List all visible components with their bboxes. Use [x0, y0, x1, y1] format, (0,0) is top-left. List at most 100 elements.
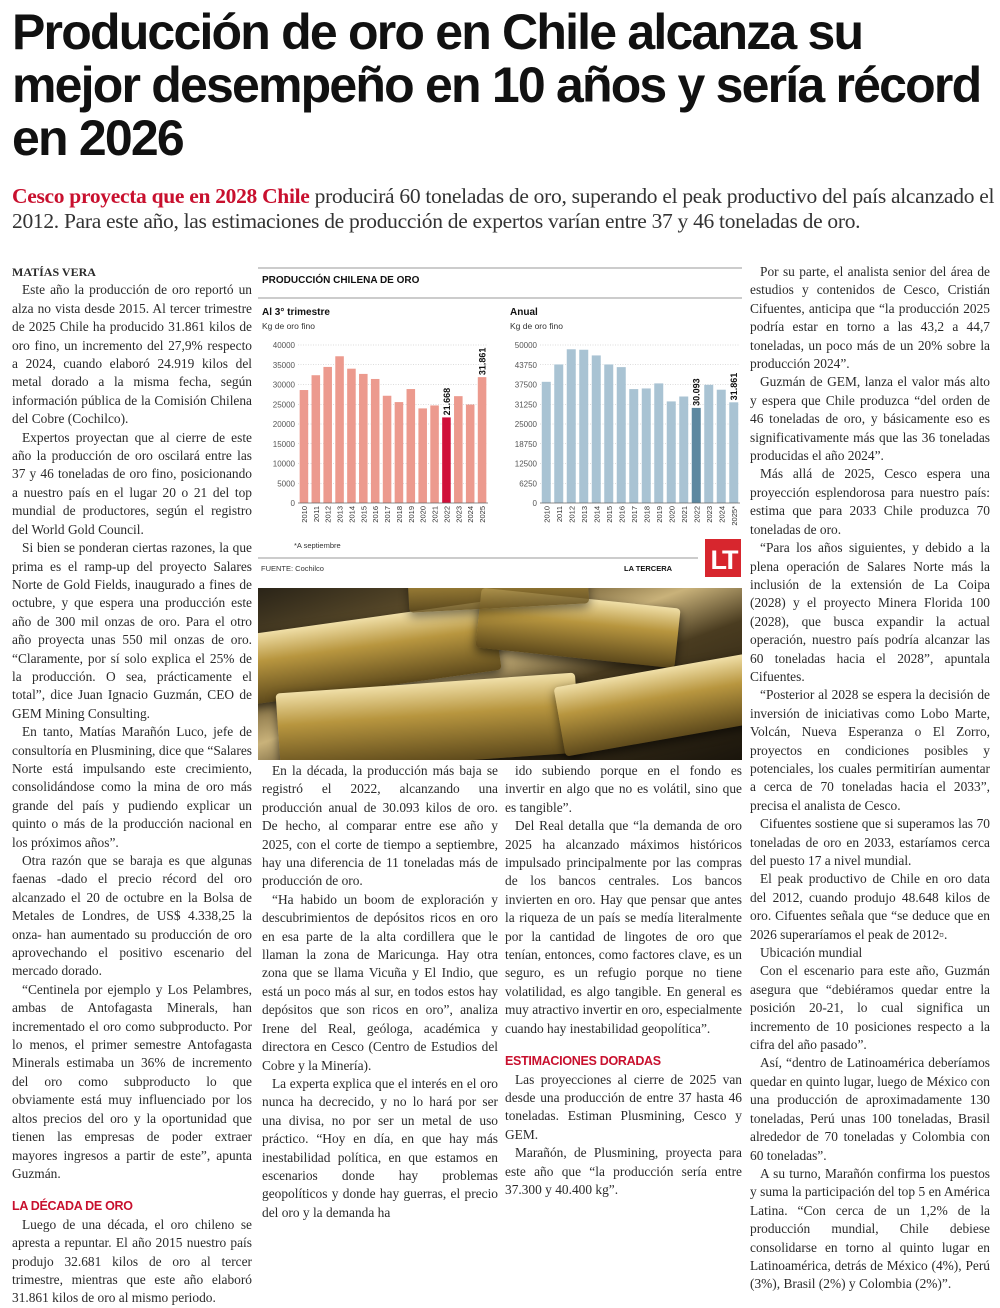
bar-2010 — [541, 381, 551, 503]
paragraph: Así, “dentro de Latinoamérica deberíamos… — [750, 1055, 990, 1163]
subhead-decada: LA DÉCADA DE ORO — [12, 1199, 133, 1214]
bar-2010 — [299, 390, 309, 503]
paragraph: Guzmán de GEM, lanza el valor más alto y… — [750, 374, 990, 464]
bar-2022 — [691, 407, 701, 503]
paragraph: Expertos proyectan que al cierre de este… — [12, 429, 252, 537]
bar-2016 — [370, 378, 380, 503]
la-tercera-logo — [705, 539, 741, 577]
paragraph: “Para los años siguientes, y debido a la… — [750, 540, 990, 684]
bar-2013 — [335, 356, 344, 503]
bar-2023 — [704, 384, 714, 503]
paragraph: Más allá de 2025, Cesco espera una proye… — [750, 466, 990, 537]
paragraph: Si bien se ponderan ciertas razones, la … — [12, 540, 252, 721]
bar-2025* — [729, 402, 739, 503]
y-tick-label: 30000 — [273, 381, 296, 390]
chart-ylabel: Kg de oro fino — [262, 321, 315, 331]
brand-name: LA TERCERA — [624, 564, 673, 573]
paragraph: En tanto, Matías Marañón Luco, jefe de c… — [12, 724, 252, 850]
y-tick-label: 25000 — [515, 420, 538, 429]
x-tick-label: 2021 — [431, 506, 440, 523]
data-label: 30.093 — [692, 378, 702, 406]
x-tick-label: 2024 — [717, 506, 726, 523]
paragraph: Otra razón que se baraja es que algunas … — [12, 853, 252, 979]
source: FUENTE: Cochilco — [261, 564, 324, 573]
y-tick-label: 35000 — [273, 361, 296, 370]
y-tick-label: 43750 — [515, 361, 538, 370]
x-tick-label: 2013 — [336, 506, 345, 523]
bar-2022 — [442, 417, 451, 503]
bar-2023 — [454, 396, 463, 503]
y-tick-label: 0 — [533, 499, 538, 508]
x-tick-label: 2010 — [542, 506, 551, 523]
x-tick-label: 2019 — [655, 506, 664, 523]
column-4: Por su parte, el analista senior del áre… — [750, 263, 990, 1294]
x-tick-label: 2013 — [580, 506, 589, 523]
x-tick-label: 2024 — [466, 506, 475, 523]
y-tick-label: 40000 — [273, 341, 296, 350]
y-tick-label: 0 — [291, 499, 296, 508]
byline: MATÍAS VERA — [12, 265, 96, 279]
paragraph: Del Real detalla que “la demanda de oro … — [505, 818, 742, 1036]
bar-2018 — [641, 388, 651, 503]
paragraph: ido subiendo porque en el fondo es inver… — [505, 763, 742, 815]
x-tick-label: 2018 — [395, 506, 404, 523]
y-tick-label: 12500 — [515, 460, 538, 469]
x-tick-label: 2019 — [407, 506, 416, 523]
y-tick-label: 25000 — [273, 400, 296, 409]
bar-2019 — [406, 389, 416, 503]
bar-2021 — [679, 396, 689, 503]
x-tick-label: 2020 — [419, 506, 428, 523]
x-tick-label: 2023 — [454, 506, 463, 523]
x-tick-label: 2025 — [478, 506, 487, 523]
bar-2012 — [323, 366, 332, 503]
bar-2018 — [394, 402, 404, 503]
x-tick-label: 2015 — [605, 506, 614, 523]
y-tick-label: 18750 — [515, 440, 538, 449]
bar-2017 — [382, 395, 392, 503]
chart-title: Al 3° trimestre — [262, 307, 330, 318]
x-tick-label: 2012 — [324, 506, 333, 523]
paragraph: Con el escenario para este año, Guzmán a… — [750, 963, 990, 1053]
column-2: En la década, la producción más baja se … — [262, 762, 498, 1222]
y-tick-label: 31250 — [515, 400, 538, 409]
x-tick-label: 2018 — [642, 506, 651, 523]
data-label: 31.861 — [729, 373, 739, 401]
x-tick-label: 2020 — [667, 506, 676, 523]
x-tick-label: 2017 — [630, 506, 639, 523]
paragraph: Ubicación mundial — [760, 945, 863, 961]
bar-2020 — [666, 401, 676, 503]
y-tick-label: 50000 — [515, 341, 538, 350]
bar-2017 — [629, 389, 639, 503]
y-tick-label: 37500 — [515, 381, 538, 390]
x-tick-label: 2012 — [567, 506, 576, 523]
gold-bars-photo — [258, 588, 742, 760]
x-tick-label: 2011 — [312, 506, 321, 522]
x-tick-label: 2014 — [347, 506, 356, 523]
bar-2020 — [418, 408, 427, 503]
paragraph: Marañón, de Plusmining, proyecta para es… — [505, 1145, 742, 1197]
data-label: 31.861 — [478, 348, 488, 376]
bar-2015 — [604, 364, 614, 503]
bar-2013 — [579, 349, 589, 503]
column-1: MATÍAS VERA Este año la producción de or… — [12, 263, 252, 1308]
paragraph: Este año la producción de oro reportó un… — [12, 282, 252, 427]
lead-highlight: Cesco proyecta que en 2028 Chile — [12, 184, 310, 208]
bar-2025 — [477, 377, 487, 503]
x-tick-label: 2015 — [359, 506, 368, 523]
paragraph: “Centinela por ejemplo y Los Pelambres, … — [12, 981, 252, 1181]
paragraph: Luego de una década, el oro chileno se a… — [12, 1216, 252, 1306]
bar-2016 — [616, 367, 626, 503]
headline: Producción de oro en Chile alcanza su me… — [12, 4, 982, 166]
bar-2012 — [566, 349, 576, 503]
paragraph: A su turno, Marañón confirma los puestos… — [750, 1165, 990, 1292]
y-tick-label: 5000 — [277, 479, 295, 488]
paragraph: Cifuentes sostiene que si superamos las … — [750, 816, 990, 868]
x-tick-label: 2023 — [705, 506, 714, 523]
bar-2021 — [430, 405, 439, 503]
y-tick-label: 20000 — [273, 420, 296, 429]
infographic-title: PRODUCCIÓN CHILENA DE ORO — [262, 273, 420, 286]
y-tick-label: 15000 — [273, 440, 296, 449]
bar-2015 — [359, 373, 368, 503]
lead-text: producirá 60 toneladas de oro, superando… — [12, 184, 995, 233]
bar-2011 — [311, 375, 321, 503]
